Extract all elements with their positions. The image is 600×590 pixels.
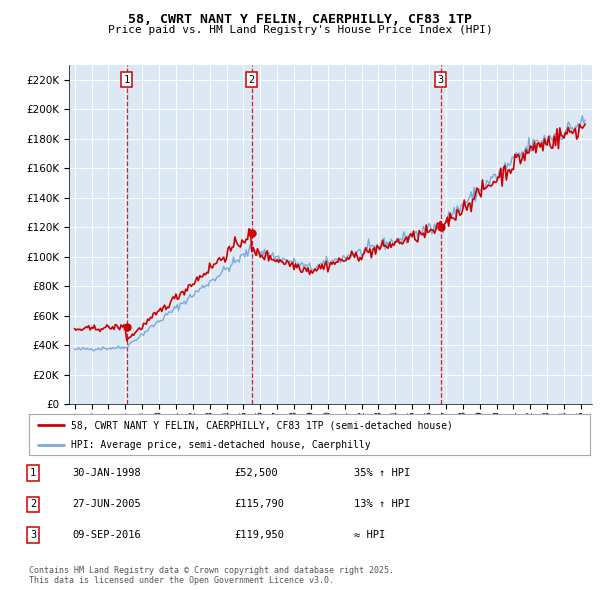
Text: Price paid vs. HM Land Registry's House Price Index (HPI): Price paid vs. HM Land Registry's House … bbox=[107, 25, 493, 35]
Text: ≈ HPI: ≈ HPI bbox=[354, 530, 385, 540]
Text: 13% ↑ HPI: 13% ↑ HPI bbox=[354, 500, 410, 509]
Text: 58, CWRT NANT Y FELIN, CAERPHILLY, CF83 1TP: 58, CWRT NANT Y FELIN, CAERPHILLY, CF83 … bbox=[128, 13, 472, 26]
Text: 1: 1 bbox=[30, 468, 36, 478]
Text: 3: 3 bbox=[30, 530, 36, 540]
Text: £52,500: £52,500 bbox=[234, 468, 278, 478]
Text: 3: 3 bbox=[437, 75, 444, 84]
Text: Contains HM Land Registry data © Crown copyright and database right 2025.
This d: Contains HM Land Registry data © Crown c… bbox=[29, 566, 394, 585]
Text: 35% ↑ HPI: 35% ↑ HPI bbox=[354, 468, 410, 478]
Text: £115,790: £115,790 bbox=[234, 500, 284, 509]
Text: 27-JUN-2005: 27-JUN-2005 bbox=[72, 500, 141, 509]
Text: 1: 1 bbox=[124, 75, 130, 84]
Text: HPI: Average price, semi-detached house, Caerphilly: HPI: Average price, semi-detached house,… bbox=[71, 440, 371, 450]
Text: 2: 2 bbox=[248, 75, 255, 84]
Text: 30-JAN-1998: 30-JAN-1998 bbox=[72, 468, 141, 478]
Text: 2: 2 bbox=[30, 500, 36, 509]
Text: 09-SEP-2016: 09-SEP-2016 bbox=[72, 530, 141, 540]
Text: 58, CWRT NANT Y FELIN, CAERPHILLY, CF83 1TP (semi-detached house): 58, CWRT NANT Y FELIN, CAERPHILLY, CF83 … bbox=[71, 420, 453, 430]
Text: £119,950: £119,950 bbox=[234, 530, 284, 540]
